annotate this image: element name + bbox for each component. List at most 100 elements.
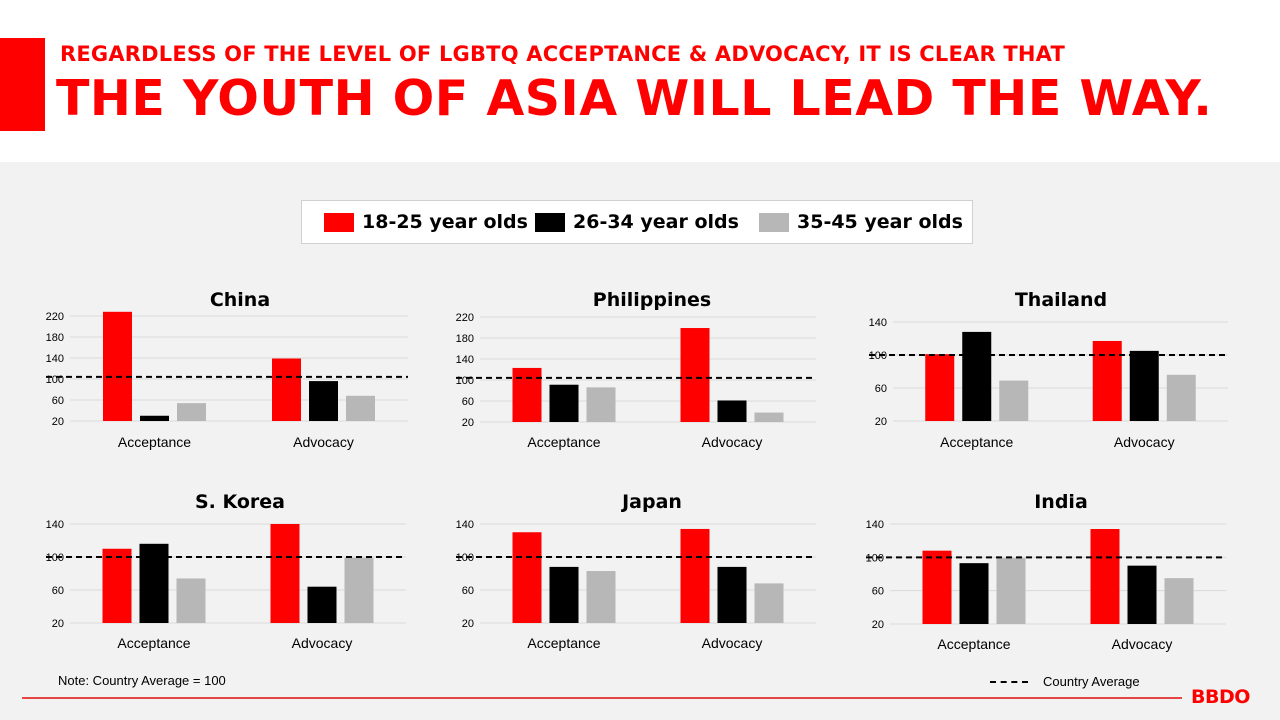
chart-legend: 18-25 year olds 26-34 year olds 35-45 ye… [301,200,973,244]
page-title: THE YOUTH OF ASIA WILL LEAD THE WAY. [56,70,1213,127]
chart-title: Philippines [593,289,711,311]
y-tick-label: 60 [872,586,884,598]
bar [586,387,616,422]
bar [344,557,374,623]
dashed-line-sample [990,681,1028,683]
y-tick-label: 100 [46,374,64,386]
category-label: Acceptance [937,636,1010,652]
category-label: Advocacy [702,434,763,450]
legend-label: 26-34 year olds [573,211,739,233]
category-label: Advocacy [702,635,763,651]
y-tick-label: 100 [456,375,474,387]
legend-label: 35-45 year olds [797,211,963,233]
bar [754,583,784,623]
category-label: Advocacy [293,434,354,450]
category-label: Advocacy [1112,636,1173,652]
bar [307,586,337,623]
category-label: Advocacy [1114,434,1175,450]
y-tick-label: 140 [866,519,884,531]
bar [270,524,300,623]
bar [176,578,206,623]
category-label: Advocacy [292,635,353,651]
y-tick-label: 140 [46,353,64,365]
y-tick-label: 60 [462,396,474,408]
y-tick-label: 20 [462,618,474,630]
bar [177,403,206,421]
y-tick-label: 220 [46,311,64,323]
bar [1127,565,1157,624]
y-tick-label: 100 [46,552,64,564]
bar [309,381,338,421]
bar [962,331,992,421]
bar [139,543,169,623]
bar [959,563,989,624]
y-tick-label: 60 [52,585,64,597]
y-tick-label: 100 [866,552,884,564]
chart-title: China [210,289,270,311]
y-tick-label: 140 [46,519,64,531]
y-tick-label: 180 [46,332,64,344]
footer-divider [22,697,1182,699]
bar [680,328,710,422]
y-tick-label: 180 [456,333,474,345]
chart-title: Japan [620,491,682,513]
legend-swatch [324,213,354,232]
bar [1166,374,1196,421]
category-label: Acceptance [940,434,1013,450]
bar [103,311,132,421]
bar [922,550,952,624]
y-tick-label: 140 [869,317,887,329]
bar [717,400,747,422]
y-tick-label: 140 [456,354,474,366]
bbdo-logo: BBDO [1191,686,1250,708]
header [0,0,1280,162]
chart-title: S. Korea [195,491,285,513]
legend-label: 18-25 year olds [362,211,528,233]
bar [1129,350,1159,421]
bar [1164,578,1194,624]
country-average-label: Country Average [1043,674,1140,689]
bar [717,566,747,623]
bar [512,367,542,422]
y-tick-label: 60 [875,383,887,395]
legend-swatch [535,213,565,232]
accent-bar [0,38,45,131]
category-label: Acceptance [527,635,600,651]
category-label: Acceptance [117,635,190,651]
category-label: Acceptance [118,434,191,450]
chart-title: Thailand [1015,289,1107,311]
bar [140,415,169,421]
y-tick-label: 140 [456,519,474,531]
bar [680,528,710,623]
y-tick-label: 100 [456,552,474,564]
bar [996,558,1026,624]
y-tick-label: 60 [52,395,64,407]
bar [102,548,132,623]
legend-swatch [759,213,789,232]
y-tick-label: 20 [52,416,64,428]
chart-title: India [1034,491,1088,513]
y-tick-label: 60 [462,585,474,597]
page-subtitle: REGARDLESS OF THE LEVEL OF LGBTQ ACCEPTA… [60,42,1066,66]
y-tick-label: 20 [462,417,474,429]
y-tick-label: 100 [869,350,887,362]
bar [754,412,784,422]
bar [586,571,616,623]
bar [549,384,579,422]
y-tick-label: 20 [875,416,887,428]
country-average-legend: Country Average [990,672,1160,692]
bar [346,395,375,421]
bar [512,532,542,623]
y-tick-label: 220 [456,312,474,324]
bar [925,354,955,421]
y-tick-label: 20 [52,618,64,630]
bar [1092,340,1122,421]
bar [999,380,1029,421]
footnote: Note: Country Average = 100 [58,673,226,688]
bar [549,566,579,623]
bar [1090,529,1120,624]
bar [272,358,301,421]
category-label: Acceptance [527,434,600,450]
y-tick-label: 20 [872,619,884,631]
